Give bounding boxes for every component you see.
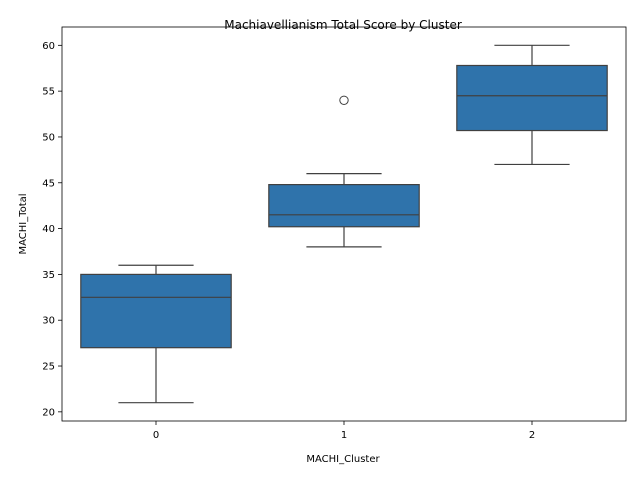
outlier-point	[339, 95, 349, 106]
iqr-box	[456, 64, 608, 132]
y-tick-label: 55	[42, 87, 55, 98]
x-axis-label: MACHI_Cluster	[306, 454, 380, 465]
box-group-0	[80, 264, 232, 404]
x-axis: 0 1 2	[153, 421, 535, 441]
y-tick-label: 20	[42, 407, 55, 418]
chart-title: Machiavellianism Total Score by Cluster	[224, 18, 462, 32]
y-tick-label: 25	[42, 362, 55, 373]
y-tick-label: 35	[42, 270, 55, 281]
box-group-2	[456, 44, 608, 166]
y-axis-label: MACHI_Total	[18, 193, 29, 254]
x-tick-label: 0	[153, 430, 159, 441]
y-axis: 20 25 30 35 40 45 50 55 60	[42, 41, 62, 418]
iqr-box	[268, 184, 420, 228]
iqr-box	[80, 273, 232, 349]
y-tick-label: 30	[42, 316, 55, 327]
plot-area	[80, 44, 608, 404]
y-tick-label: 45	[42, 178, 55, 189]
y-tick-label: 40	[42, 224, 55, 235]
y-tick-label: 60	[42, 41, 55, 52]
x-tick-label: 2	[529, 430, 535, 441]
x-tick-label: 1	[341, 430, 347, 441]
box-group-1	[268, 95, 420, 248]
y-tick-label: 50	[42, 132, 55, 143]
